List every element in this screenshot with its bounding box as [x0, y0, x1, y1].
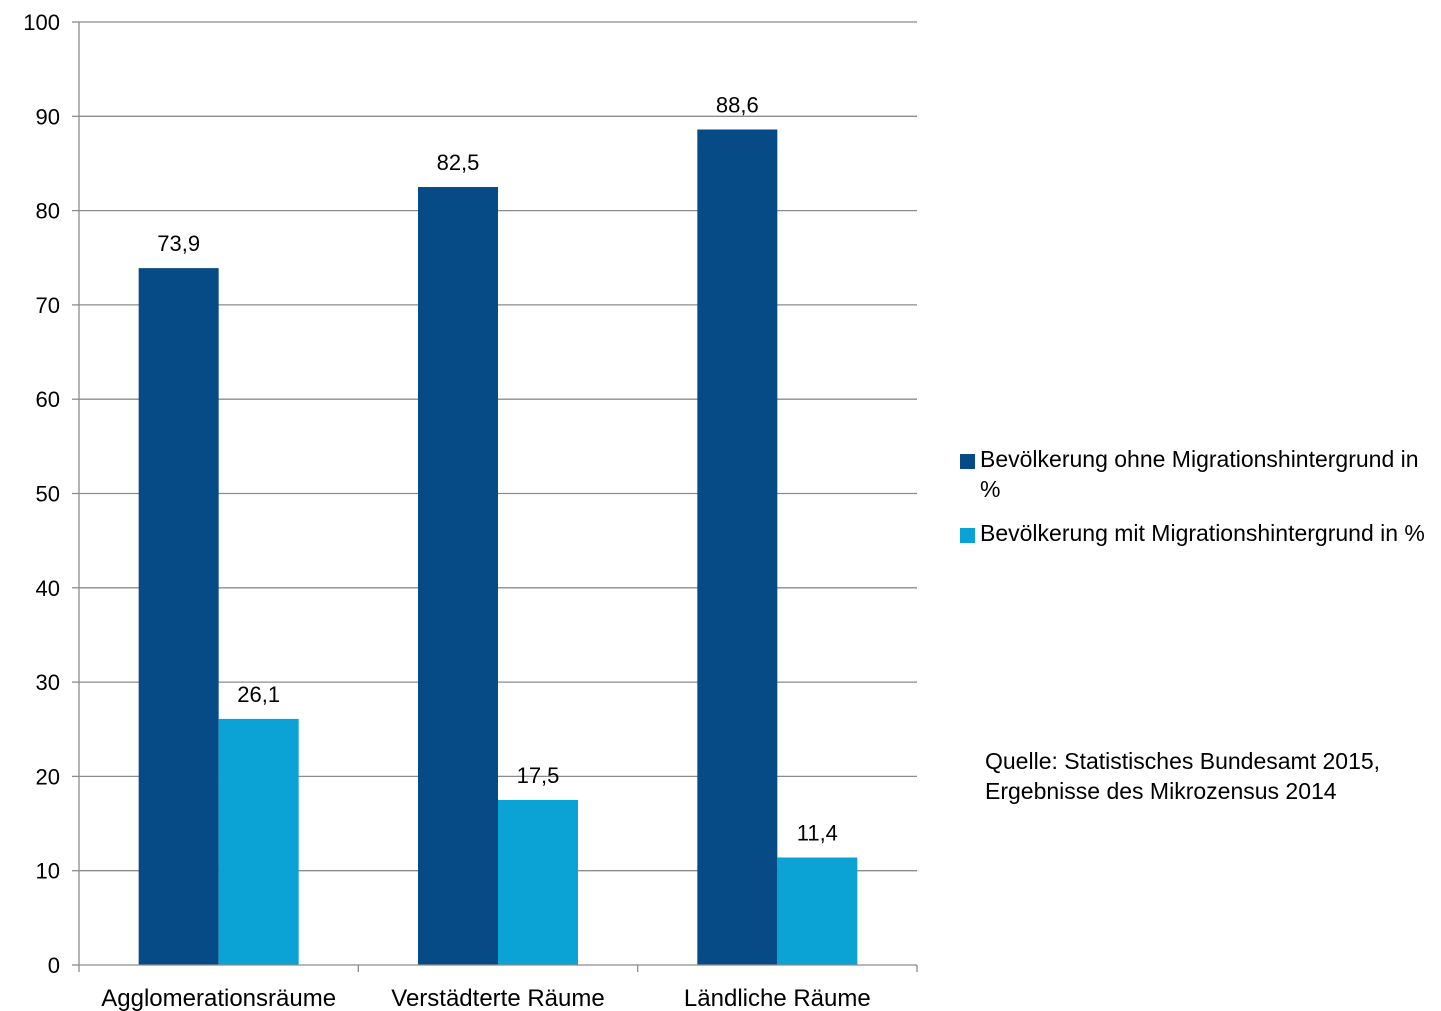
- axes: [78, 22, 918, 972]
- x-category-label: Verstädterte Räume: [391, 985, 604, 1011]
- data-label: 17,5: [517, 763, 560, 788]
- legend-item-mit: Bevölkerung mit Migrationshintergrund in…: [960, 518, 1440, 548]
- legend-swatch-ohne: [960, 454, 975, 469]
- y-axis-ticks: 0 10 20 30 40 50 60 70 80 90 100: [23, 10, 79, 978]
- y-tick-label: 30: [36, 670, 60, 695]
- bar-mit-2: [777, 857, 858, 965]
- bar-mit-1: [498, 799, 578, 965]
- data-label: 82,5: [437, 150, 480, 175]
- y-tick-label: 20: [36, 764, 60, 789]
- bar-ohne-2: [697, 129, 778, 965]
- data-label: 26,1: [237, 682, 280, 707]
- y-tick-label: 80: [36, 199, 60, 224]
- y-tick-label: 0: [48, 953, 60, 978]
- data-label: 11,4: [797, 820, 838, 845]
- data-labels: 73,9 26,1 82,5 17,5 88,6 11,4: [157, 93, 838, 846]
- legend-swatch-mit: [960, 528, 975, 543]
- legend-item-ohne: Bevölkerung ohne Migrationshintergrund i…: [960, 444, 1440, 504]
- y-tick-label: 60: [36, 387, 60, 412]
- bar-ohne-1: [418, 187, 498, 965]
- x-axis-labels: Agglomerationsräume Verstädterte Räume Län…: [101, 985, 870, 1011]
- data-label: 73,9: [157, 231, 200, 256]
- x-category-label: Agglomerationsräume: [101, 985, 336, 1011]
- y-tick-label: 10: [36, 859, 60, 884]
- source-note: Quelle: Statistisches Bundesamt 2015, Er…: [985, 748, 1381, 804]
- y-tick-label: 70: [36, 293, 60, 318]
- legend-label-ohne: Bevölkerung ohne Migrationshintergrund i…: [980, 446, 1419, 502]
- bar-ohne-0: [138, 268, 219, 965]
- bars: [138, 129, 858, 965]
- bar-mit-0: [218, 718, 299, 965]
- data-label: 88,6: [716, 93, 759, 118]
- y-tick-label: 40: [36, 576, 60, 601]
- y-tick-label: 100: [23, 10, 60, 35]
- y-tick-label: 50: [36, 482, 60, 507]
- x-category-label: Ländliche Räume: [684, 985, 871, 1011]
- y-tick-label: 90: [36, 104, 60, 129]
- legend-label-mit: Bevölkerung mit Migrationshintergrund in…: [980, 520, 1425, 546]
- legend: Bevölkerung ohne Migrationshintergrund i…: [960, 444, 1440, 562]
